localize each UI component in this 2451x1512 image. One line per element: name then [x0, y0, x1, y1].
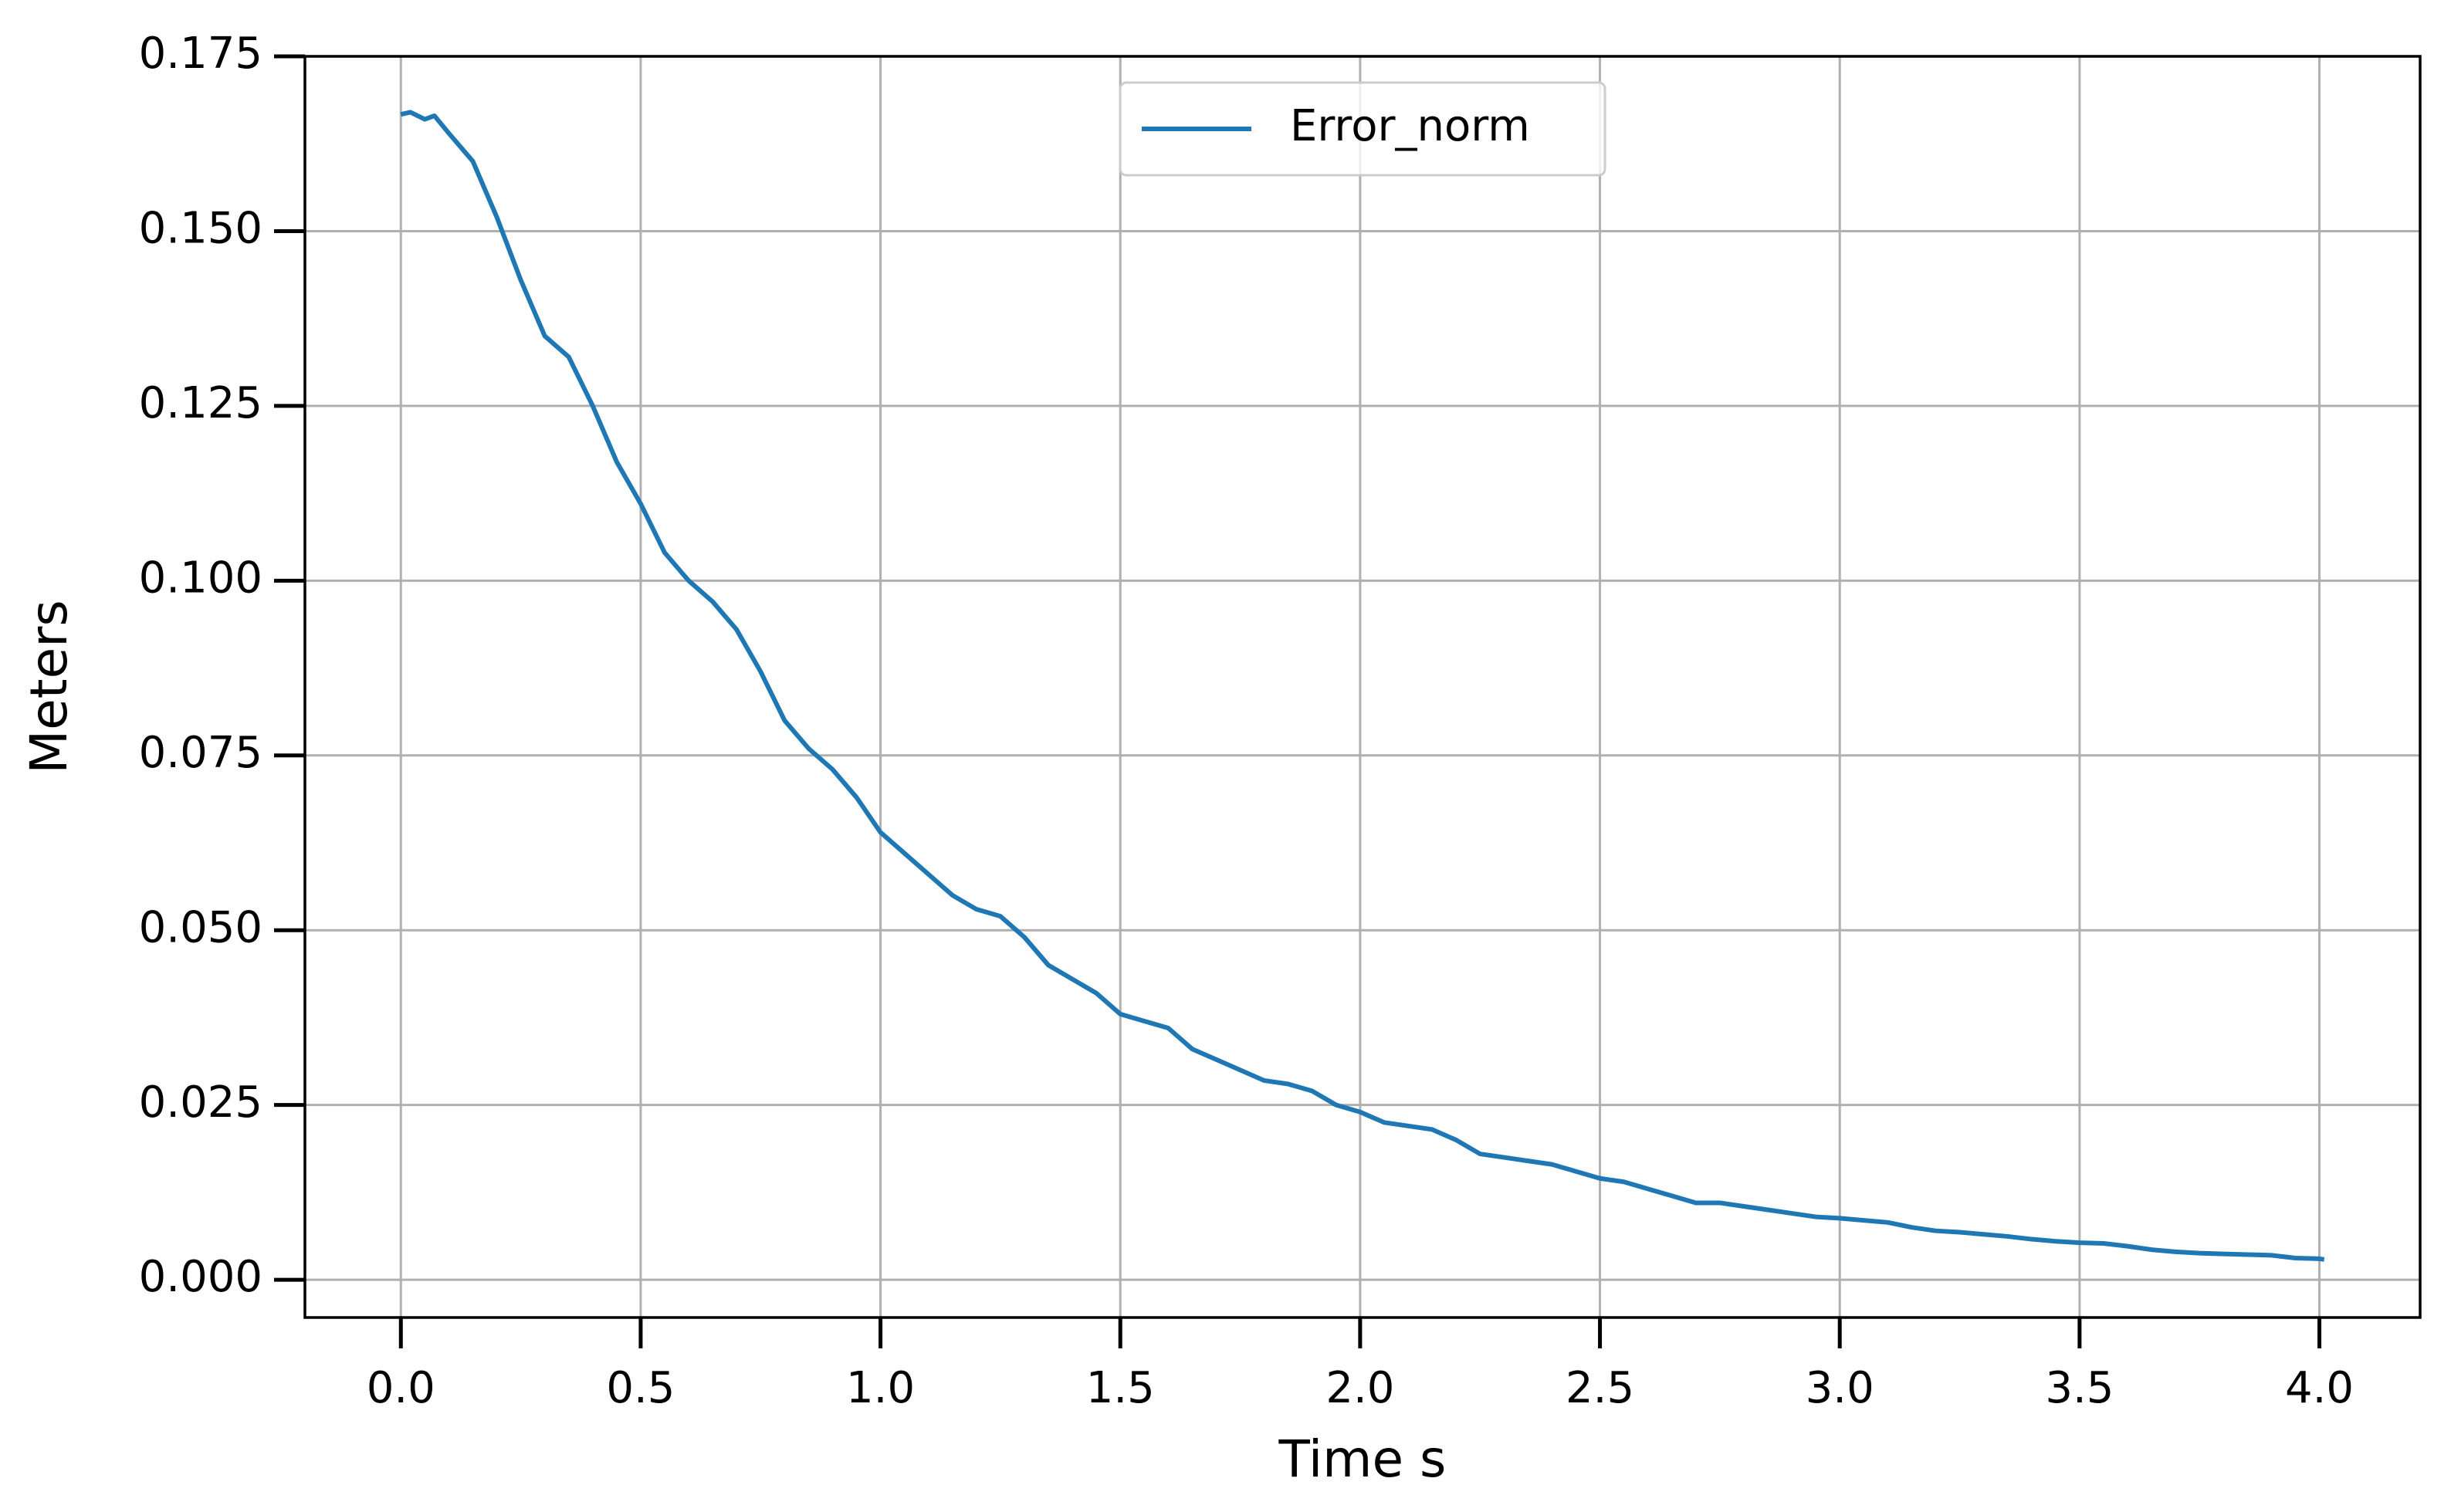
x-tick-label: 1.0 [846, 1363, 915, 1413]
y-tick-label: 0.050 [139, 902, 262, 952]
x-tick-label: 1.5 [1086, 1363, 1155, 1413]
x-tick-label: 3.5 [2045, 1363, 2114, 1413]
x-tick-label: 4.0 [2285, 1363, 2354, 1413]
y-tick-label: 0.000 [139, 1252, 262, 1302]
data-line [400, 110, 2325, 1262]
y-tick-label: 0.150 [139, 204, 262, 254]
x-tick-label: 0.5 [606, 1363, 675, 1413]
y-tick-label: 0.125 [139, 378, 262, 428]
plot-frame [303, 55, 2422, 1319]
y-tick-label: 0.075 [139, 728, 262, 778]
x-tick-label: 3.0 [1806, 1363, 1874, 1413]
y-tick-label: 0.100 [139, 553, 262, 603]
x-axis-label: Time s [1278, 1429, 1447, 1489]
x-tick-label: 2.5 [1566, 1363, 1634, 1413]
x-tick-label: 2.0 [1325, 1363, 1394, 1413]
x-tick-label: 0.0 [367, 1363, 435, 1413]
y-axis-label: Meters [19, 600, 79, 774]
legend-box [1119, 81, 1606, 177]
legend-label: Error_norm [1290, 101, 1530, 151]
y-tick-label: 0.025 [139, 1077, 262, 1128]
y-tick-label: 0.175 [139, 29, 262, 79]
